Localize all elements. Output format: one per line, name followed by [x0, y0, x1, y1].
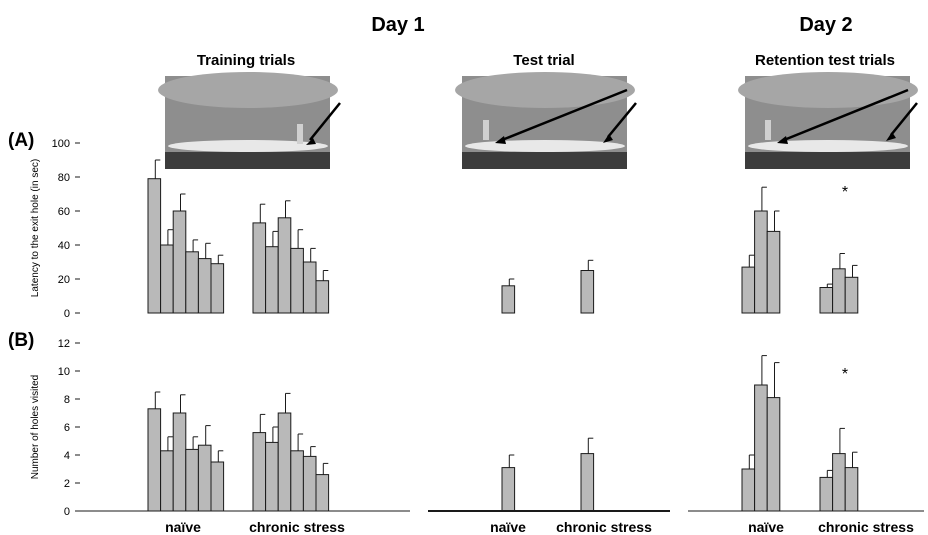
y-tick-label-b-4: 8	[64, 394, 70, 406]
panel-title-training: Training trials	[197, 52, 295, 69]
y-tick-label-a-2: 40	[58, 240, 70, 252]
bar-b-0-1-1	[265, 441, 279, 512]
bar-a-0-0-5	[210, 263, 225, 314]
bar-a-2-0-1	[754, 210, 768, 314]
bar-b-2-0-2	[766, 397, 781, 512]
bar-a-0-1-0	[252, 222, 267, 314]
bar-a-0-0-0	[147, 178, 162, 314]
bar-a-1-0-0	[501, 285, 516, 314]
bar-b-0-0-2	[172, 412, 187, 512]
x-label-retention-stress: chronic stress	[818, 519, 914, 535]
y-tick-label-b-1: 2	[64, 478, 70, 490]
bar-b-0-0-4	[197, 444, 212, 512]
maze-photo-training	[158, 72, 341, 169]
y-tick-label-b-6: 12	[58, 338, 70, 350]
bar-a-0-0-4	[197, 258, 212, 314]
y-tick-label-b-5: 10	[58, 366, 70, 378]
bar-a-0-1-2	[277, 217, 292, 314]
x-label-test-stress: chronic stress	[556, 519, 652, 535]
bar-a-0-1-4	[302, 261, 317, 314]
bar-a-1-1-0	[580, 270, 595, 314]
bar-a-2-1-0	[819, 287, 834, 314]
bar-b-1-1-0	[580, 453, 595, 512]
panel-title-test: Test trial	[513, 52, 574, 69]
bar-b-0-1-3	[290, 450, 304, 512]
row-label-a: (A)	[8, 130, 34, 151]
y-axis-label-a: Latency to the exit hole (in sec)	[30, 159, 41, 297]
bar-b-0-1-2	[277, 412, 292, 512]
panel-title-retention: Retention test trials	[755, 52, 895, 69]
bar-a-2-1-2	[844, 276, 859, 314]
bar-a-0-1-3	[290, 247, 304, 314]
y-tick-label-b-2: 4	[64, 450, 70, 462]
bar-b-0-0-0	[147, 408, 162, 512]
x-label-test-naive: naïve	[490, 519, 526, 535]
bar-b-0-0-3	[185, 448, 199, 512]
y-tick-label-a-1: 20	[58, 274, 70, 286]
x-label-retention-naive: naïve	[748, 519, 784, 535]
bar-b-2-1-1	[832, 453, 846, 512]
bar-b-2-0-0	[741, 468, 756, 512]
bar-a-0-0-2	[172, 210, 187, 314]
bar-b-0-1-4	[302, 455, 317, 512]
y-tick-label-a-0: 0	[64, 308, 70, 320]
y-axis-b: 0 2 4 6 8 10 12	[58, 338, 80, 518]
bar-b-0-0-5	[210, 461, 225, 512]
bar-b-0-1-0	[252, 432, 267, 512]
maze-photo-test	[455, 72, 637, 169]
day1-heading: Day 1	[371, 14, 424, 36]
y-axis-a: 0 20 40 60 80 100	[52, 138, 80, 320]
row-label-b: (B)	[8, 330, 34, 351]
y-axis-label-b: Number of holes visited	[30, 375, 41, 480]
y-tick-label-a-5: 100	[52, 138, 70, 150]
bar-b-0-0-1	[160, 450, 174, 512]
day2-heading: Day 2	[799, 14, 852, 36]
bar-a-2-1-1	[832, 268, 846, 314]
maze-photo-retention	[738, 72, 918, 169]
y-tick-label-a-3: 60	[58, 206, 70, 218]
bar-a-0-0-1	[160, 244, 174, 314]
bars	[147, 159, 859, 512]
bar-a-0-1-5	[315, 280, 330, 314]
bar-b-0-1-5	[315, 474, 330, 512]
y-tick-label-a-4: 80	[58, 172, 70, 184]
bar-a-2-0-2	[766, 230, 781, 314]
x-label-training-stress: chronic stress	[249, 519, 345, 535]
bar-a-0-1-1	[265, 246, 279, 314]
y-tick-label-b-3: 6	[64, 422, 70, 434]
bar-a-0-0-3	[185, 251, 199, 314]
y-tick-label-b-0: 0	[64, 506, 70, 518]
bar-b-2-1-2	[844, 467, 859, 512]
x-label-training-naive: naïve	[165, 519, 201, 535]
bar-b-2-1-0	[819, 476, 834, 512]
bar-b-2-0-1	[754, 384, 768, 512]
significance-star-b: *	[842, 366, 848, 383]
bar-a-2-0-0	[741, 266, 756, 314]
bar-b-1-0-0	[501, 467, 516, 512]
significance-star-a: *	[842, 184, 848, 201]
